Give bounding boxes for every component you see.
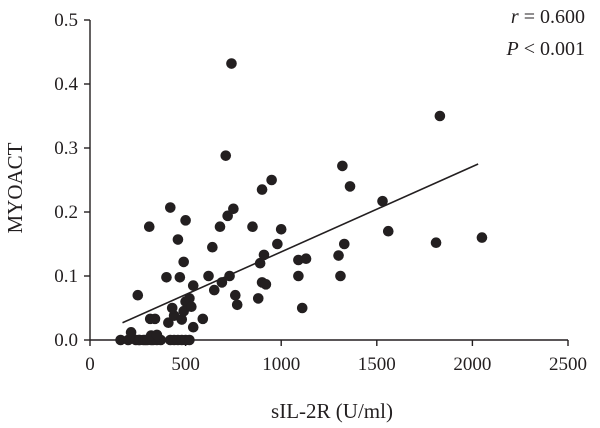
data-point (172, 234, 184, 245)
data-point (293, 270, 304, 282)
data-point (216, 277, 228, 288)
y-ticks: 0.0 0.1 0.2 0.3 0.4 0.5 (54, 10, 90, 351)
data-point (231, 299, 243, 311)
data-point (256, 184, 268, 195)
x-tick-label: 1500 (358, 354, 396, 375)
x-ticks: 0 500 1000 1500 2000 2500 (85, 340, 587, 375)
data-point (187, 280, 199, 291)
data-point (115, 334, 126, 346)
data-point (333, 250, 344, 261)
data-point (178, 305, 189, 317)
x-tick-label: 2000 (453, 354, 491, 375)
y-tick-label: 0.3 (54, 138, 78, 159)
data-point (434, 110, 446, 122)
y-tick-label: 0.1 (54, 266, 78, 287)
p-value-annotation: P < 0.001 (506, 38, 586, 60)
data-point (174, 271, 186, 283)
data-point (207, 241, 218, 253)
data-point (197, 313, 209, 325)
data-point (224, 270, 235, 282)
data-point (220, 150, 232, 161)
data-point (247, 221, 258, 233)
data-point (254, 257, 266, 269)
data-point (335, 270, 346, 282)
data-point (180, 215, 191, 226)
x-tick-label: 2500 (549, 354, 587, 375)
data-point (166, 302, 178, 314)
x-axis-title: sIL-2R (U/ml) (271, 399, 393, 423)
data-point (184, 334, 195, 346)
data-point (178, 256, 189, 268)
data-point (377, 195, 388, 207)
data-point (222, 210, 233, 222)
data-point (163, 317, 174, 329)
y-axis-title: MYOACT (3, 142, 27, 233)
x-tick-label: 500 (171, 354, 200, 375)
data-point (176, 314, 188, 325)
x-tick-label: 1000 (262, 354, 300, 375)
data-point (184, 293, 195, 304)
data-point (338, 238, 350, 250)
data-point (272, 238, 283, 250)
data-points (115, 58, 488, 346)
data-point (260, 279, 272, 290)
data-point (258, 249, 270, 261)
data-point (208, 284, 220, 296)
data-point (275, 223, 287, 235)
data-point (161, 271, 172, 283)
data-point (165, 202, 176, 213)
data-point (186, 301, 197, 313)
x-tick-label: 0 (85, 354, 95, 375)
data-point (430, 237, 442, 249)
r-symbol: r (511, 6, 519, 28)
p-symbol: P (506, 38, 519, 60)
data-point (252, 293, 264, 304)
y-tick-label: 0.0 (54, 330, 78, 351)
axes (89, 20, 568, 341)
data-point (149, 313, 161, 325)
y-tick-label: 0.2 (54, 202, 78, 223)
r-value: = 0.600 (519, 6, 585, 28)
data-point (228, 203, 239, 215)
data-point (125, 327, 137, 338)
data-point (476, 232, 488, 243)
data-point (226, 58, 237, 69)
y-tick-label: 0.4 (54, 74, 78, 95)
trend-line (122, 163, 479, 324)
p-value: < 0.001 (519, 38, 585, 60)
data-point (151, 329, 163, 341)
data-point (132, 289, 144, 301)
y-tick-label: 0.5 (54, 10, 78, 31)
data-point (214, 221, 226, 233)
data-point (203, 270, 214, 282)
data-point (344, 181, 356, 192)
data-point (230, 289, 241, 301)
data-point (266, 174, 277, 186)
data-point (296, 302, 308, 314)
data-point (143, 221, 155, 233)
data-point (187, 321, 199, 333)
data-point (337, 160, 348, 172)
data-point (382, 225, 394, 237)
data-point (300, 253, 312, 265)
correlation-annotation: r = 0.600 (511, 6, 585, 28)
